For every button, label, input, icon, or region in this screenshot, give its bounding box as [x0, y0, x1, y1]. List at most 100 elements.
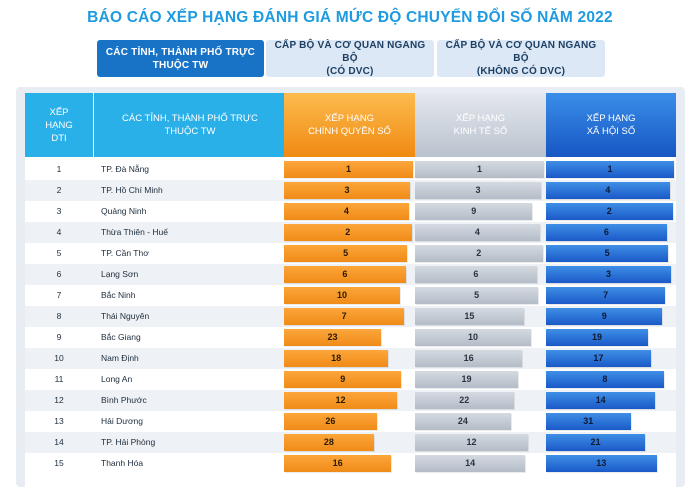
table-row[interactable]: 10 Nam Định 18 16 17: [25, 348, 676, 369]
table-row[interactable]: 11 Long An 9 19 8: [25, 369, 676, 390]
tab-provinces[interactable]: CÁC TỈNH, THÀNH PHỐ TRỰC THUỘC TW: [97, 40, 264, 77]
gov-rank-bar: 1: [284, 161, 413, 178]
header-eco-line1: XẾP HẠNG: [456, 113, 505, 124]
gov-rank-bar: 5: [284, 245, 408, 262]
soc-rank-bar: 4: [546, 182, 670, 199]
header-dti-line3: DTI: [51, 132, 67, 144]
province-name-cell: Bắc Ninh: [101, 290, 136, 300]
tab-ministries-no-dvc[interactable]: CẤP BỘ VÀ CƠ QUAN NGANG BỘ (KHÔNG CÓ DVC…: [437, 40, 605, 77]
header-dti-line1: XẾP: [49, 106, 69, 118]
table-row[interactable]: 14 TP. Hải Phòng 28 12 21: [25, 432, 676, 453]
header-name-line2: THUỘC TW: [164, 126, 216, 137]
province-name-cell: Thái Nguyên: [101, 311, 150, 321]
header-eco-line2: KINH TẾ SỐ: [453, 126, 508, 137]
soc-rank-bar: 6: [546, 224, 667, 241]
header-soc-line2: XÃ HỘI SỐ: [586, 126, 636, 137]
header-soc-line1: XẾP HẠNG: [586, 113, 636, 124]
header-gov-rank: XẾP HẠNG CHÍNH QUYỀN SỐ: [284, 93, 415, 157]
dti-rank-cell: 3: [56, 206, 62, 216]
eco-rank-bar: 5: [415, 287, 539, 304]
table-row[interactable]: 3 Quảng Ninh 4 9 2: [25, 201, 676, 222]
province-name-cell: Lạng Sơn: [101, 269, 139, 279]
header-gov-line2: CHÍNH QUYỀN SỐ: [308, 126, 391, 137]
dti-rank-cell: 14: [54, 437, 64, 447]
tab-ministries-dvc[interactable]: CẤP BỘ VÀ CƠ QUAN NGANG BỘ (CÓ DVC): [266, 40, 434, 77]
header-separator: [93, 93, 94, 157]
gov-rank-bar: 10: [284, 287, 400, 304]
page-title: BÁO CÁO XẾP HẠNG ĐÁNH GIÁ MỨC ĐỘ CHUYỂN …: [87, 9, 613, 26]
table-row[interactable]: 12 Bình Phước 12 22 14: [25, 390, 676, 411]
province-name-cell: Thừa Thiên - Huế: [101, 227, 168, 237]
gov-rank-bar: 28: [284, 434, 374, 451]
province-name-cell: Quảng Ninh: [101, 206, 147, 216]
dti-rank-cell: 6: [56, 269, 62, 279]
header-province-name: CÁC TỈNH, THÀNH PHỐ TRỰC THUỘC TW: [94, 93, 284, 157]
eco-rank-bar: 24: [415, 413, 511, 430]
ranking-table[interactable]: XẾP HẠNG DTI CÁC TỈNH, THÀNH PHỐ TRỰC TH…: [25, 93, 676, 493]
dti-rank-cell: 2: [56, 185, 62, 195]
soc-rank-bar: 3: [546, 266, 672, 283]
gov-rank-bar: 4: [284, 203, 409, 220]
dti-rank-cell: 13: [54, 416, 64, 426]
soc-rank-bar: 2: [546, 203, 673, 220]
gov-rank-bar: 23: [284, 329, 382, 346]
eco-rank-bar: 2: [415, 245, 543, 262]
province-name-cell: Long An: [101, 374, 133, 384]
tab-provinces-line2: THUỘC TW: [152, 59, 209, 71]
dti-rank-cell: 5: [56, 248, 62, 258]
eco-rank-bar: 19: [415, 371, 518, 388]
table-row[interactable]: 1 TP. Đà Nẵng 1 1 1: [25, 159, 676, 180]
gov-rank-bar: 2: [284, 224, 412, 241]
dti-rank-cell: 10: [54, 353, 64, 363]
tab-ministries-no-dvc-line1: CẤP BỘ VÀ CƠ QUAN NGANG BỘ: [445, 40, 597, 64]
eco-rank-bar: 16: [415, 350, 523, 367]
dti-rank-cell: 12: [54, 395, 64, 405]
dti-rank-cell: 9: [56, 332, 62, 342]
soc-rank-bar: 19: [546, 329, 648, 346]
province-name-cell: TP. Đà Nẵng: [101, 164, 150, 174]
table-row[interactable]: 8 Thái Nguyên 7 15 9: [25, 306, 676, 327]
table-row[interactable]: 9 Bắc Giang 23 10 19: [25, 327, 676, 348]
province-name-cell: Nam Định: [101, 353, 139, 363]
dti-rank-cell: 7: [56, 290, 62, 300]
gov-rank-bar: 7: [284, 308, 405, 325]
eco-rank-bar: 6: [415, 266, 537, 283]
province-name-cell: Hải Dương: [101, 416, 143, 426]
eco-rank-bar: 3: [415, 182, 542, 199]
eco-rank-bar: 10: [415, 329, 531, 346]
table-row[interactable]: 2 TP. Hồ Chí Minh 3 3 4: [25, 180, 676, 201]
table-row[interactable]: 15 Thanh Hóa 16 14 13: [25, 453, 676, 474]
table-row[interactable]: 13 Hải Dương 26 24 31: [25, 411, 676, 432]
soc-rank-bar: 5: [546, 245, 669, 262]
soc-rank-bar: 31: [546, 413, 631, 430]
gov-rank-bar: 12: [284, 392, 397, 409]
table-row[interactable]: 7 Bắc Ninh 10 5 7: [25, 285, 676, 306]
gov-rank-bar: 6: [284, 266, 406, 283]
soc-rank-bar: 7: [546, 287, 666, 304]
table-row[interactable]: 5 TP. Cần Thơ 5 2 5: [25, 243, 676, 264]
gov-rank-bar: 9: [284, 371, 402, 388]
soc-rank-bar: 14: [546, 392, 656, 409]
header-dti-line2: HẠNG: [45, 119, 73, 131]
header-name-line1: CÁC TỈNH, THÀNH PHỐ TRỰC: [122, 113, 258, 124]
soc-rank-bar: 21: [546, 434, 645, 451]
eco-rank-bar: 1: [415, 161, 544, 178]
eco-rank-bar: 22: [415, 392, 514, 409]
soc-rank-bar: 9: [546, 308, 663, 325]
province-name-cell: Thanh Hóa: [101, 458, 144, 468]
header-dti-rank: XẾP HẠNG DTI: [25, 93, 93, 157]
province-name-cell: TP. Hồ Chí Minh: [101, 185, 163, 195]
dti-rank-cell: 4: [56, 227, 62, 237]
eco-rank-bar: 9: [415, 203, 533, 220]
table-row[interactable]: 6 Lạng Sơn 6 6 3: [25, 264, 676, 285]
eco-rank-bar: 4: [415, 224, 540, 241]
dti-rank-cell: 8: [56, 311, 62, 321]
dti-rank-cell: 15: [54, 458, 64, 468]
province-name-cell: Bắc Giang: [101, 332, 141, 342]
tab-ministries-dvc-line1: CẤP BỘ VÀ CƠ QUAN NGANG BỘ: [274, 40, 426, 64]
province-name-cell: TP. Cần Thơ: [101, 248, 149, 258]
tab-ministries-no-dvc-line2: (KHÔNG CÓ DVC): [476, 66, 566, 77]
header-gov-line1: XẾP HẠNG: [325, 113, 374, 124]
table-row[interactable]: 4 Thừa Thiên - Huế 2 4 6: [25, 222, 676, 243]
eco-rank-bar: 15: [415, 308, 524, 325]
